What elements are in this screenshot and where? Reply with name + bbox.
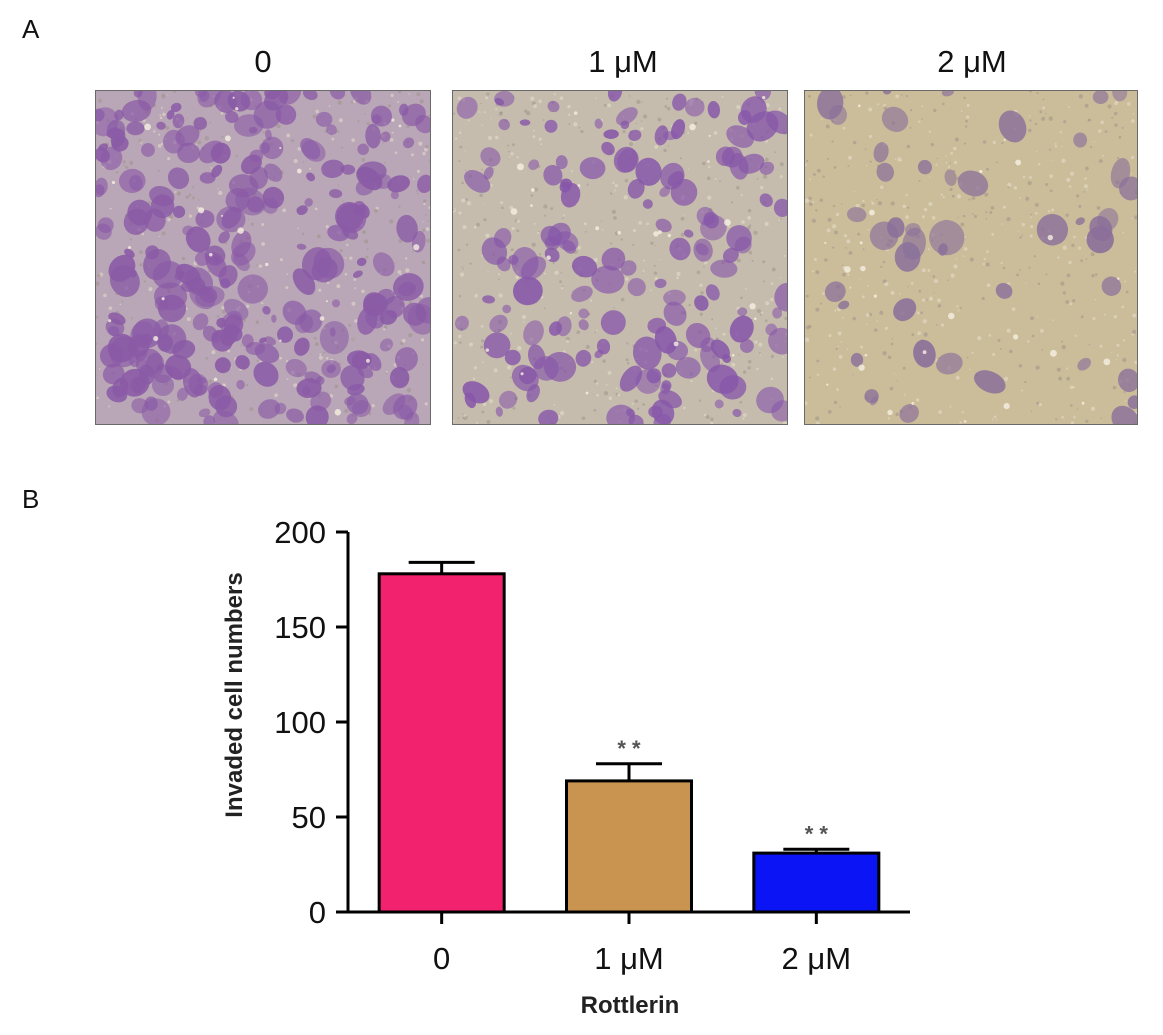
panel-a-label: A [22, 14, 40, 44]
x-tick-label: 2 μM [782, 941, 852, 976]
bar [565, 779, 693, 914]
x-axis-title: Rottlerin [581, 992, 680, 1019]
y-tick-label: 200 [274, 515, 326, 550]
image-label-0: 0 [254, 44, 272, 79]
micrograph-2um [804, 90, 1138, 425]
error-bar [596, 762, 662, 781]
micrograph-1um [452, 90, 788, 425]
y-axis-title: Invaded cell numbers [221, 572, 248, 817]
x-tick-label: 1 μM [594, 941, 664, 976]
image-label-1: 1 μM [588, 44, 658, 79]
panel-b-label: B [22, 484, 40, 514]
x-tick-label: 0 [433, 941, 450, 976]
bar [752, 851, 881, 914]
y-tick-label: 100 [274, 705, 326, 740]
y-tick-label: 0 [309, 895, 326, 930]
error-bar [408, 560, 475, 574]
y-tick-label: 150 [274, 610, 326, 645]
significance-marker: * * [805, 821, 829, 846]
image-label-2: 2 μM [937, 44, 1007, 79]
bar [377, 572, 506, 914]
micrograph-control [95, 90, 431, 425]
bar-chart: 0 50 100 150 200 0 1 μM * * 2 μM * * Rottlerin Inva… [221, 515, 910, 1019]
significance-marker: * * [617, 736, 641, 761]
y-tick-label: 50 [292, 800, 326, 835]
